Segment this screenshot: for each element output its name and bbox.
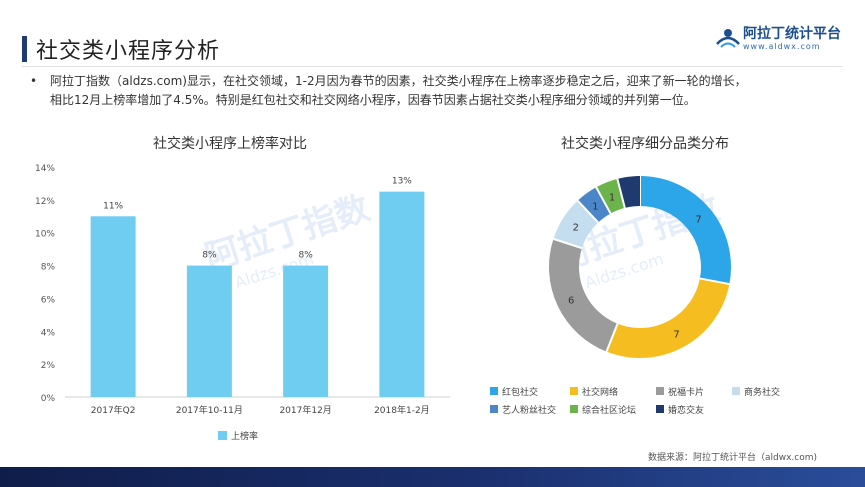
legend-label: 社交网络 (582, 386, 618, 398)
y-tick-label: 12% (35, 197, 55, 207)
donut-slice (606, 277, 730, 358)
slice-data-label: 2 (573, 222, 579, 233)
slice-separator (595, 186, 612, 215)
legend-label: 艺人粉丝社交 (502, 404, 556, 416)
bullet-marker: • (30, 74, 38, 88)
x-tick-label: 2017年12月 (279, 404, 331, 416)
bar-chart: 0% 2% 4% 6% 8% 10% 12% 14% 11% 2017年Q2 8% 2017年10-1… (35, 164, 450, 442)
donut-slice (553, 200, 599, 249)
legend-swatch (490, 387, 498, 395)
legend-label: 祝福卡片 (668, 386, 704, 398)
x-tick-label: 2017年Q2 (91, 404, 136, 416)
legend-swatch (732, 387, 740, 395)
logo-text: 阿拉丁统计平台 (743, 26, 841, 42)
bar-data-label: 8% (202, 251, 217, 261)
slice-separator (605, 323, 619, 352)
slice-data-label: 1 (592, 202, 598, 213)
legend-label: 商务社交 (744, 386, 780, 398)
bar-data-label: 8% (298, 251, 313, 261)
y-tick-label: 0% (41, 394, 56, 404)
y-tick-label: 14% (35, 164, 55, 174)
legend-label: 红包社交 (502, 386, 538, 398)
donut-slice (549, 238, 619, 352)
slice-data-label: 7 (673, 330, 679, 341)
bar-data-label: 13% (392, 177, 412, 187)
legend-swatch (570, 405, 578, 413)
x-tick-label: 2017年10-11月 (176, 404, 243, 416)
x-tick-label: 2018年1-2月 (374, 404, 430, 416)
y-tick-label: 6% (41, 295, 56, 305)
bar-chart-title: 社交类小程序上榜率对比 (153, 136, 307, 152)
bar (186, 265, 232, 397)
legend-swatch (656, 387, 664, 395)
page-title: 社交类小程序分析 (36, 39, 221, 64)
donut-slice (639, 176, 731, 285)
slice-separator (553, 237, 583, 250)
bar (90, 216, 136, 397)
legend-swatch (570, 387, 578, 395)
logo-url: www.aldwx.com (743, 42, 821, 51)
header-divider (22, 66, 843, 67)
bar-data-label: 11% (103, 201, 123, 211)
logo-icon (716, 29, 740, 48)
intro-paragraph: • 阿拉丁指数（aldzs.com)显示，在社交领域，1-2月因为春节的因素，社… (30, 72, 830, 110)
data-source-note: 数据来源：阿拉丁统计平台（aldwx.com) (647, 453, 817, 463)
brand-logo: 阿拉丁统计平台 www.aldwx.com (715, 22, 841, 56)
intro-line-1: 阿拉丁指数（aldzs.com)显示，在社交领域，1-2月因为春节的因素，社交类… (50, 74, 747, 88)
bar (283, 265, 329, 397)
legend-label: 综合社区论坛 (582, 404, 636, 416)
y-tick-label: 4% (41, 328, 56, 338)
slice-separator (576, 199, 599, 224)
legend-label: 上榜率 (231, 430, 258, 442)
slice-separator (616, 178, 626, 209)
slice-data-label: 7 (695, 215, 701, 226)
legend-swatch (490, 405, 498, 413)
y-tick-label: 10% (35, 230, 55, 240)
slice-separator (699, 277, 730, 286)
intro-line-2: 相比12月上榜率增加了4.5%。特别是红包社交和社交网络小程序，因春节因素占据社… (50, 93, 696, 107)
y-tick-label: 8% (41, 263, 56, 273)
slice-data-label: 6 (568, 295, 574, 306)
legend-swatch (218, 431, 227, 440)
footer-band (0, 467, 865, 487)
title-accent-bar (22, 36, 27, 62)
y-tick-label: 2% (41, 361, 56, 371)
legend-swatch (656, 405, 664, 413)
donut-slice (617, 176, 641, 209)
bar (379, 191, 425, 397)
slice-data-label: 1 (609, 192, 615, 203)
donut-chart-title: 社交类小程序细分品类分布 (561, 136, 729, 152)
legend-label: 婚恋交友 (668, 404, 704, 416)
